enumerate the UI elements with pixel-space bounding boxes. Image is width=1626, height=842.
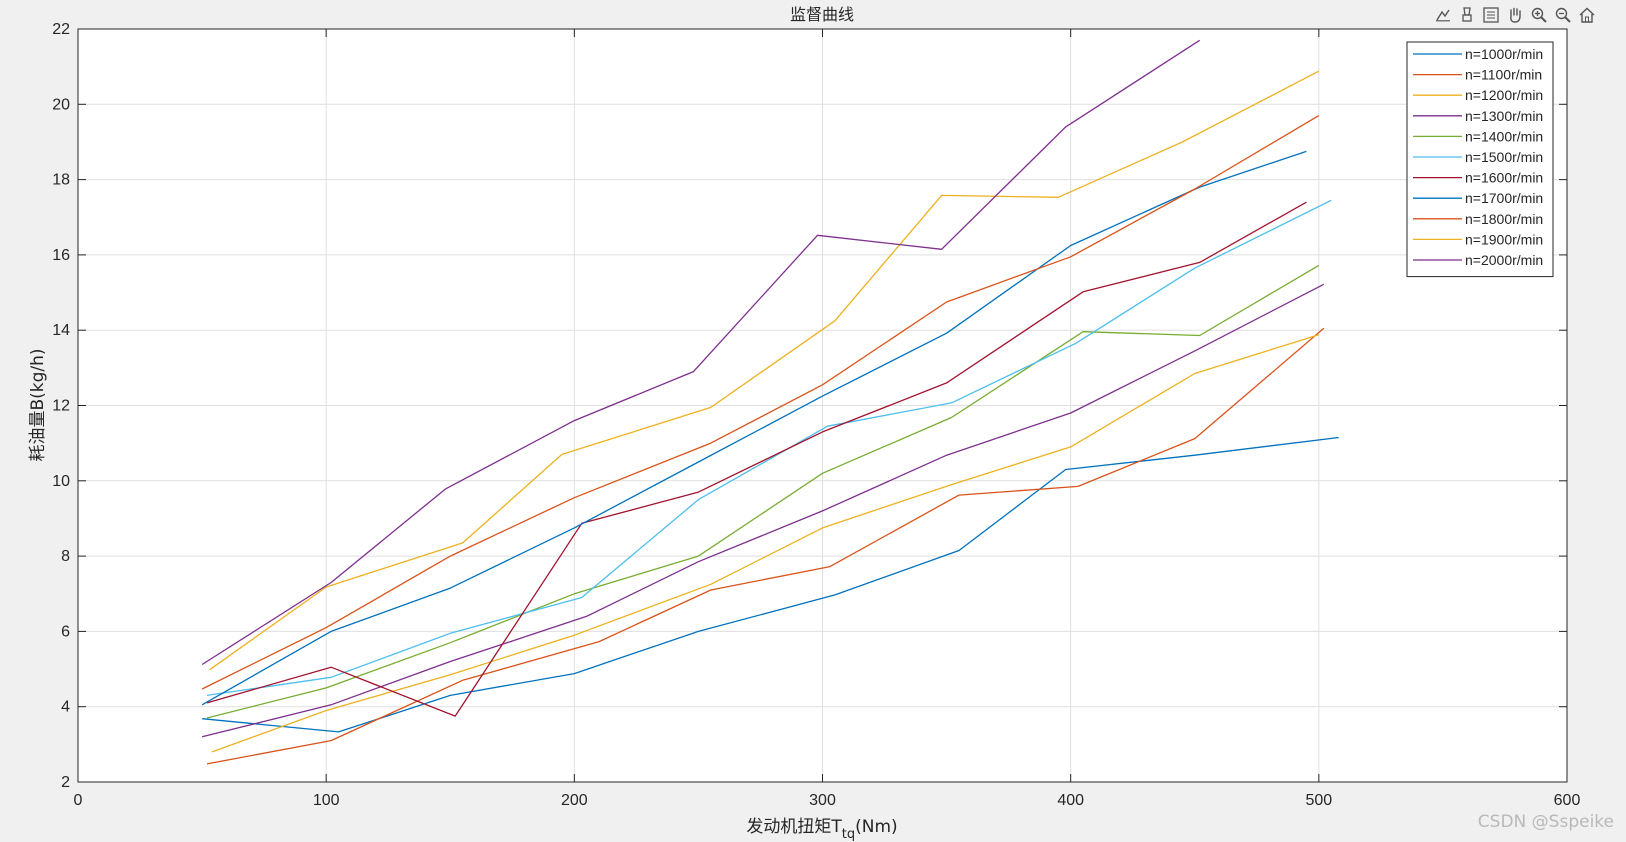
series-line-7 [206,201,1307,717]
legend-label: n=1300r/min [1465,108,1543,124]
series-line-11 [201,39,1201,666]
y-tick-label: 10 [52,473,70,490]
axis-tick-labels: 0 100 200 300 400 500 600 2 4 6 8 10 12 14 16 18 20 22 [52,21,1580,809]
data-tips-icon[interactable] [1432,4,1454,26]
series-line-9 [201,115,1320,690]
legend-label: n=1700r/min [1465,190,1543,206]
legend-label: n=1100r/min [1465,67,1542,83]
legend-label: n=1500r/min [1465,149,1543,165]
axes-toolbar [1432,4,1598,26]
y-tick-label: 16 [52,247,70,264]
legend-label: n=2000r/min [1465,252,1543,268]
y-tick-label: 20 [52,96,70,113]
y-tick-label: 6 [61,623,70,640]
y-tick-label: 18 [52,172,70,189]
y-tick-label: 8 [61,548,70,565]
zoom-in-icon[interactable] [1528,4,1550,26]
x-tick-label: 600 [1554,792,1581,809]
x-tick-label: 500 [1305,792,1332,809]
series-lines [201,39,1339,765]
axis-ticks [77,28,1568,783]
series-line-6 [206,199,1332,697]
series-line-5 [206,264,1320,719]
x-axis-label-subscript: tq [842,827,855,842]
y-axis-label: 耗油量B(kg/h) [28,348,48,461]
x-tick-label: 0 [74,792,83,809]
y-tick-label: 12 [52,398,70,415]
y-tick-label: 22 [52,21,70,38]
x-tick-label: 300 [809,792,836,809]
legend-label: n=1900r/min [1465,231,1543,247]
zoom-out-icon[interactable] [1552,4,1574,26]
legend-label: n=1200r/min [1465,87,1543,103]
x-tick-label: 200 [561,792,588,809]
y-tick-label: 14 [52,322,70,339]
home-icon[interactable] [1576,4,1598,26]
legend-box [1406,41,1554,278]
x-tick-label: 100 [313,792,340,809]
series-line-1 [202,436,1339,733]
x-tick-label: 400 [1057,792,1084,809]
x-axis-label-main: 发动机扭矩T [746,817,842,837]
brush-icon[interactable] [1456,4,1478,26]
legend-label: n=1800r/min [1465,211,1543,227]
legend-label: n=1400r/min [1465,128,1543,144]
legend-label: n=1600r/min [1465,170,1543,186]
chart-title: 监督曲线 [790,5,854,24]
series-line-3 [211,334,1319,753]
x-axis-label: 发动机扭矩Ttq(Nm) [746,817,897,842]
pan-hand-icon[interactable] [1504,4,1526,26]
series-line-10 [209,70,1320,671]
legend[interactable]: n=1000r/min n=1100r/min n=1200r/min n=1300r… [1406,41,1554,278]
legend-toggle-icon[interactable] [1480,4,1502,26]
series-line-4 [201,283,1325,738]
watermark-text: CSDN @Sspeike [1477,812,1614,832]
x-axis-label-unit: (Nm) [855,817,898,837]
series-line-8 [201,150,1307,706]
legend-label: n=1000r/min [1465,46,1543,62]
y-tick-label: 2 [61,774,70,791]
series-line-2 [206,327,1325,765]
y-tick-label: 4 [61,699,70,716]
